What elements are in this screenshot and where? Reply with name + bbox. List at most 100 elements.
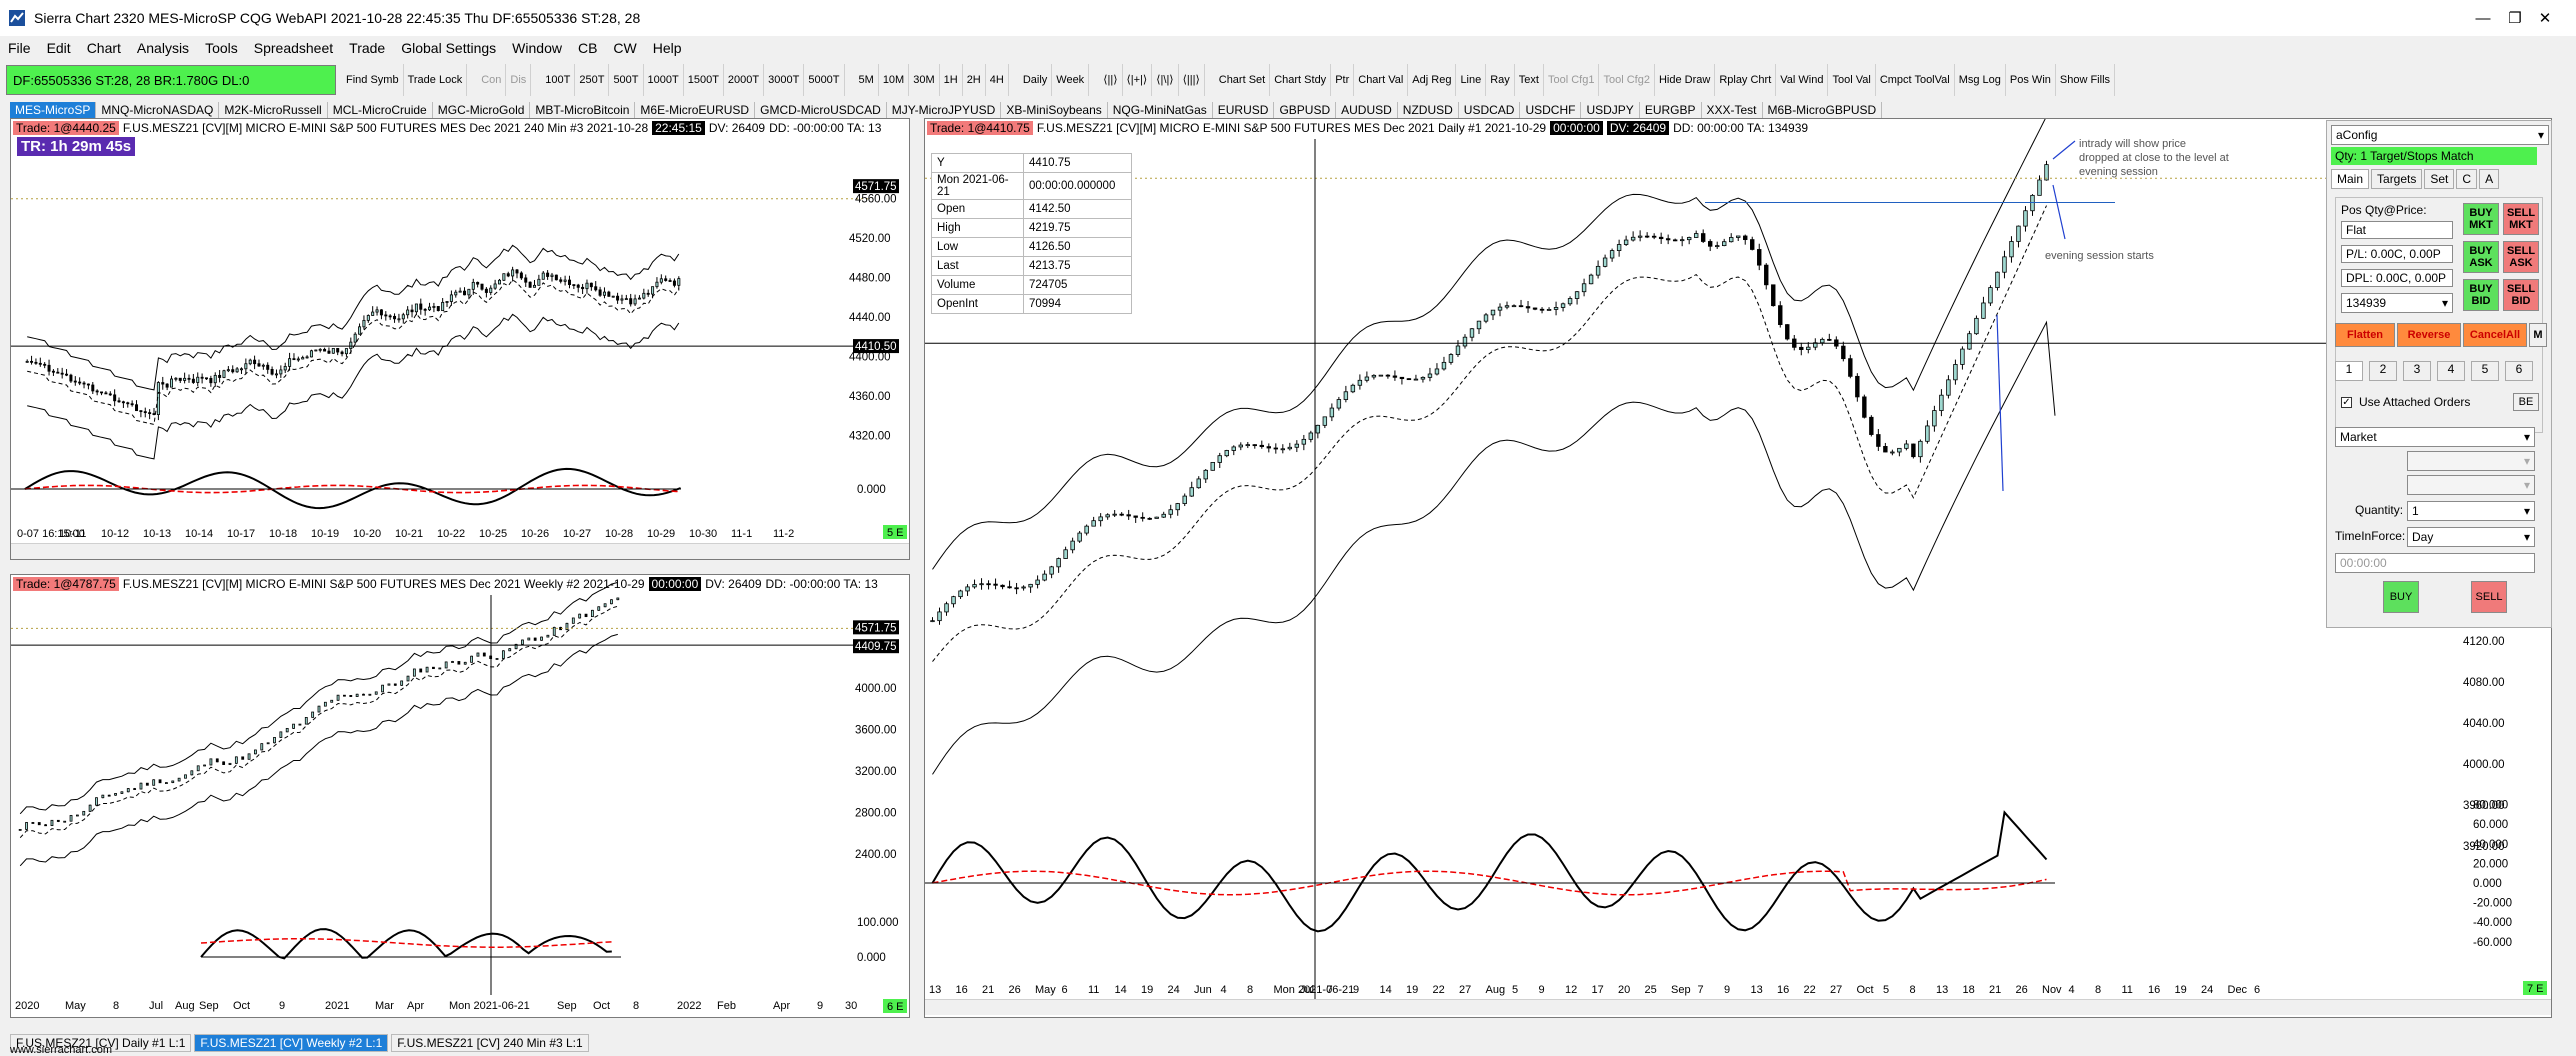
chartbook-tab-eurusd[interactable]: EURUSD <box>1213 102 1275 118</box>
toolbar-3000t-button[interactable]: 3000T <box>764 64 805 96</box>
horizontal-scrollbar[interactable] <box>11 543 909 559</box>
menu-cb[interactable]: CB <box>577 40 598 56</box>
trade-tab-targets[interactable]: Targets <box>2371 169 2423 189</box>
quantity-field[interactable]: 1 ▾ <box>2407 501 2535 521</box>
chartbook-tab-mbt-microbitcoin[interactable]: MBT-MicroBitcoin <box>530 102 636 118</box>
chartbook-tab-audusd[interactable]: AUDUSD <box>1336 102 1398 118</box>
menu-spreadsheet[interactable]: Spreadsheet <box>253 40 334 56</box>
toolbar-5m-button[interactable]: 5M <box>855 64 879 96</box>
chart-weekly-canvas[interactable]: 4000.00 3600.00 3200.00 2800.00 2400.00 4571.… <box>11 575 910 1018</box>
restore-button[interactable]: ❐ <box>2508 10 2522 27</box>
toolbar-2000t-button[interactable]: 2000T <box>724 64 765 96</box>
toolbar-1h-button[interactable]: 1H <box>940 64 963 96</box>
sell-button[interactable]: SELL <box>2471 581 2507 613</box>
toolbar-250t-button[interactable]: 250T <box>575 64 610 96</box>
chartbook-tab-m6b-microgbpusd[interactable]: M6B-MicroGBPUSD <box>1763 102 1883 118</box>
menu-tools[interactable]: Tools <box>205 40 238 56</box>
chartbook-tab-m2k-microrussell[interactable]: M2K-MicroRussell <box>219 102 328 118</box>
breakeven-button[interactable]: BE <box>2513 393 2539 411</box>
buy-button[interactable]: BUY <box>2383 581 2419 613</box>
chartbook-tab-nqg-mininatgas[interactable]: NQG-MiniNatGas <box>1108 102 1213 118</box>
toolbar-chart-val-button[interactable]: Chart Val <box>1354 64 1409 96</box>
toolbar-pos-win-button[interactable]: Pos Win <box>2006 64 2056 96</box>
toolbar-4h-button[interactable]: 4H <box>986 64 1009 96</box>
toolbar-chart-set-button[interactable]: Chart Set <box>1215 64 1271 96</box>
time-field[interactable]: 00:00:00 <box>2335 553 2535 573</box>
sell-bid-button[interactable]: SELL BID <box>2503 279 2539 311</box>
chartbook-tab-xxx-test[interactable]: XXX-Test <box>1702 102 1763 118</box>
menu-chart[interactable]: Chart <box>86 40 121 56</box>
toolbar-item-button[interactable]: ⟨|+|⟩ <box>1123 64 1153 96</box>
tif-select[interactable]: Day ▾ <box>2407 527 2535 547</box>
horizontal-scrollbar[interactable] <box>925 999 2551 1015</box>
chartbook-tab-mcl-microcruide[interactable]: MCL-MicroCruide <box>328 102 433 118</box>
sell-market-button[interactable]: SELL MKT <box>2503 203 2539 235</box>
toolbar-find-symb-button[interactable]: Find Symb <box>342 64 404 96</box>
toolbar-week-button[interactable]: Week <box>1052 64 1090 96</box>
order-tab-1[interactable]: 1 <box>2335 361 2363 381</box>
trade-tab-a[interactable]: A <box>2479 169 2500 189</box>
flatten-button[interactable]: Flatten <box>2335 323 2395 347</box>
toolbar-msg-log-button[interactable]: Msg Log <box>1955 64 2006 96</box>
chartbook-tab-mes-microsp[interactable]: MES-MicroSP <box>10 102 97 118</box>
menu-global-settings[interactable]: Global Settings <box>401 40 497 56</box>
toolbar-500t-button[interactable]: 500T <box>609 64 644 96</box>
toolbar-item-button[interactable]: ⟨||⟩ <box>1099 64 1123 96</box>
toolbar-tool-val-button[interactable]: Tool Val <box>1828 64 1876 96</box>
order-tab-3[interactable]: 3 <box>2403 361 2431 381</box>
chartbook-tab-usdchf[interactable]: USDCHF <box>1520 102 1582 118</box>
chartbook-tab-usdcad[interactable]: USDCAD <box>1459 102 1521 118</box>
toolbar-1500t-button[interactable]: 1500T <box>684 64 724 96</box>
minimize-button[interactable]: — <box>2475 9 2491 27</box>
toolbar-100t-button[interactable]: 100T <box>541 64 576 96</box>
toolbar-item-button[interactable]: ⟨|\|⟩ <box>1152 64 1179 96</box>
trade-tab-main[interactable]: Main <box>2331 169 2370 189</box>
buy-ask-button[interactable]: BUY ASK <box>2463 241 2499 273</box>
chart-status-tab[interactable]: F.US.MESZ21 [CV] Weekly #2 L:1 <box>194 1034 389 1052</box>
trade-tab-set[interactable]: Set <box>2424 169 2455 189</box>
trade-tab-c[interactable]: C <box>2456 169 2478 189</box>
close-button[interactable]: ✕ <box>2538 10 2552 27</box>
chartbook-tab-mnq-micronasdaq[interactable]: MNQ-MicroNASDAQ <box>96 102 220 118</box>
toolbar-30m-button[interactable]: 30M <box>909 64 940 96</box>
attached-orders-checkbox[interactable]: ✓ <box>2341 397 2352 408</box>
toolbar-2h-button[interactable]: 2H <box>963 64 986 96</box>
toolbar-ray-button[interactable]: Ray <box>1486 64 1515 96</box>
chartbook-tab-gbpusd[interactable]: GBPUSD <box>1274 102 1337 118</box>
toolbar-tool-cfg2-button[interactable]: Tool Cfg2 <box>1599 64 1655 96</box>
reverse-button[interactable]: Reverse <box>2397 323 2461 347</box>
chart-240min-canvas[interactable]: 4520.00 4480.00 4440.00 4400.00 4360.00 4320.… <box>11 119 910 560</box>
order-type-select[interactable]: Market ▾ <box>2335 427 2535 447</box>
menu-edit[interactable]: Edit <box>46 40 71 56</box>
toolbar-dis-button[interactable]: Dis <box>506 64 532 96</box>
toolbar-hide-draw-button[interactable]: Hide Draw <box>1655 64 1716 96</box>
chart-status-tab[interactable]: F.US.MESZ21 [CV] 240 Min #3 L:1 <box>391 1034 589 1052</box>
price-field-1[interactable]: ▾ <box>2407 451 2535 471</box>
order-tab-2[interactable]: 2 <box>2369 361 2397 381</box>
chartbook-tab-eurgbp[interactable]: EURGBP <box>1640 102 1702 118</box>
chart-240min[interactable]: 4520.00 4480.00 4440.00 4400.00 4360.00 4320.… <box>10 118 910 560</box>
chartbook-tab-xb-minisoybeans[interactable]: XB-MiniSoybeans <box>1001 102 1108 118</box>
toolbar-cmpct-toolval-button[interactable]: Cmpct ToolVal <box>1876 64 1955 96</box>
account-select[interactable]: 134939 ▾ <box>2341 293 2453 313</box>
sell-ask-button[interactable]: SELL ASK <box>2503 241 2539 273</box>
chart-status-tab[interactable]: F.US.MESZ21 [CV] Daily #1 L:1 <box>10 1034 192 1052</box>
chartbook-tab-nzdusd[interactable]: NZDUSD <box>1398 102 1459 118</box>
order-tab-6[interactable]: 6 <box>2505 361 2533 381</box>
toolbar-1000t-button[interactable]: 1000T <box>644 64 684 96</box>
chartbook-tab-mjy-microjpyusd[interactable]: MJY-MicroJPYUSD <box>887 102 1002 118</box>
price-field-2[interactable]: ▾ <box>2407 475 2535 495</box>
menu-trade[interactable]: Trade <box>349 40 386 56</box>
toolbar-con-button[interactable]: Con <box>477 64 507 96</box>
toolbar-chart-stdy-button[interactable]: Chart Stdy <box>1270 64 1332 96</box>
chartbook-tab-m6e-microeurusd[interactable]: M6E-MicroEURUSD <box>635 102 756 118</box>
toolbar-tool-cfg1-button[interactable]: Tool Cfg1 <box>1544 64 1600 96</box>
chart-weekly[interactable]: 4000.00 3600.00 3200.00 2800.00 2400.00 4571.… <box>10 574 910 1018</box>
buy-market-button[interactable]: BUY MKT <box>2463 203 2499 235</box>
toolbar-ptr-button[interactable]: Ptr <box>1331 64 1355 96</box>
toolbar-5000t-button[interactable]: 5000T <box>804 64 845 96</box>
menu-help[interactable]: Help <box>652 40 682 56</box>
toolbar-item-button[interactable]: ⟨|||⟩ <box>1179 64 1205 96</box>
toolbar-line-button[interactable]: Line <box>1456 64 1487 96</box>
menu-analysis[interactable]: Analysis <box>136 40 190 56</box>
